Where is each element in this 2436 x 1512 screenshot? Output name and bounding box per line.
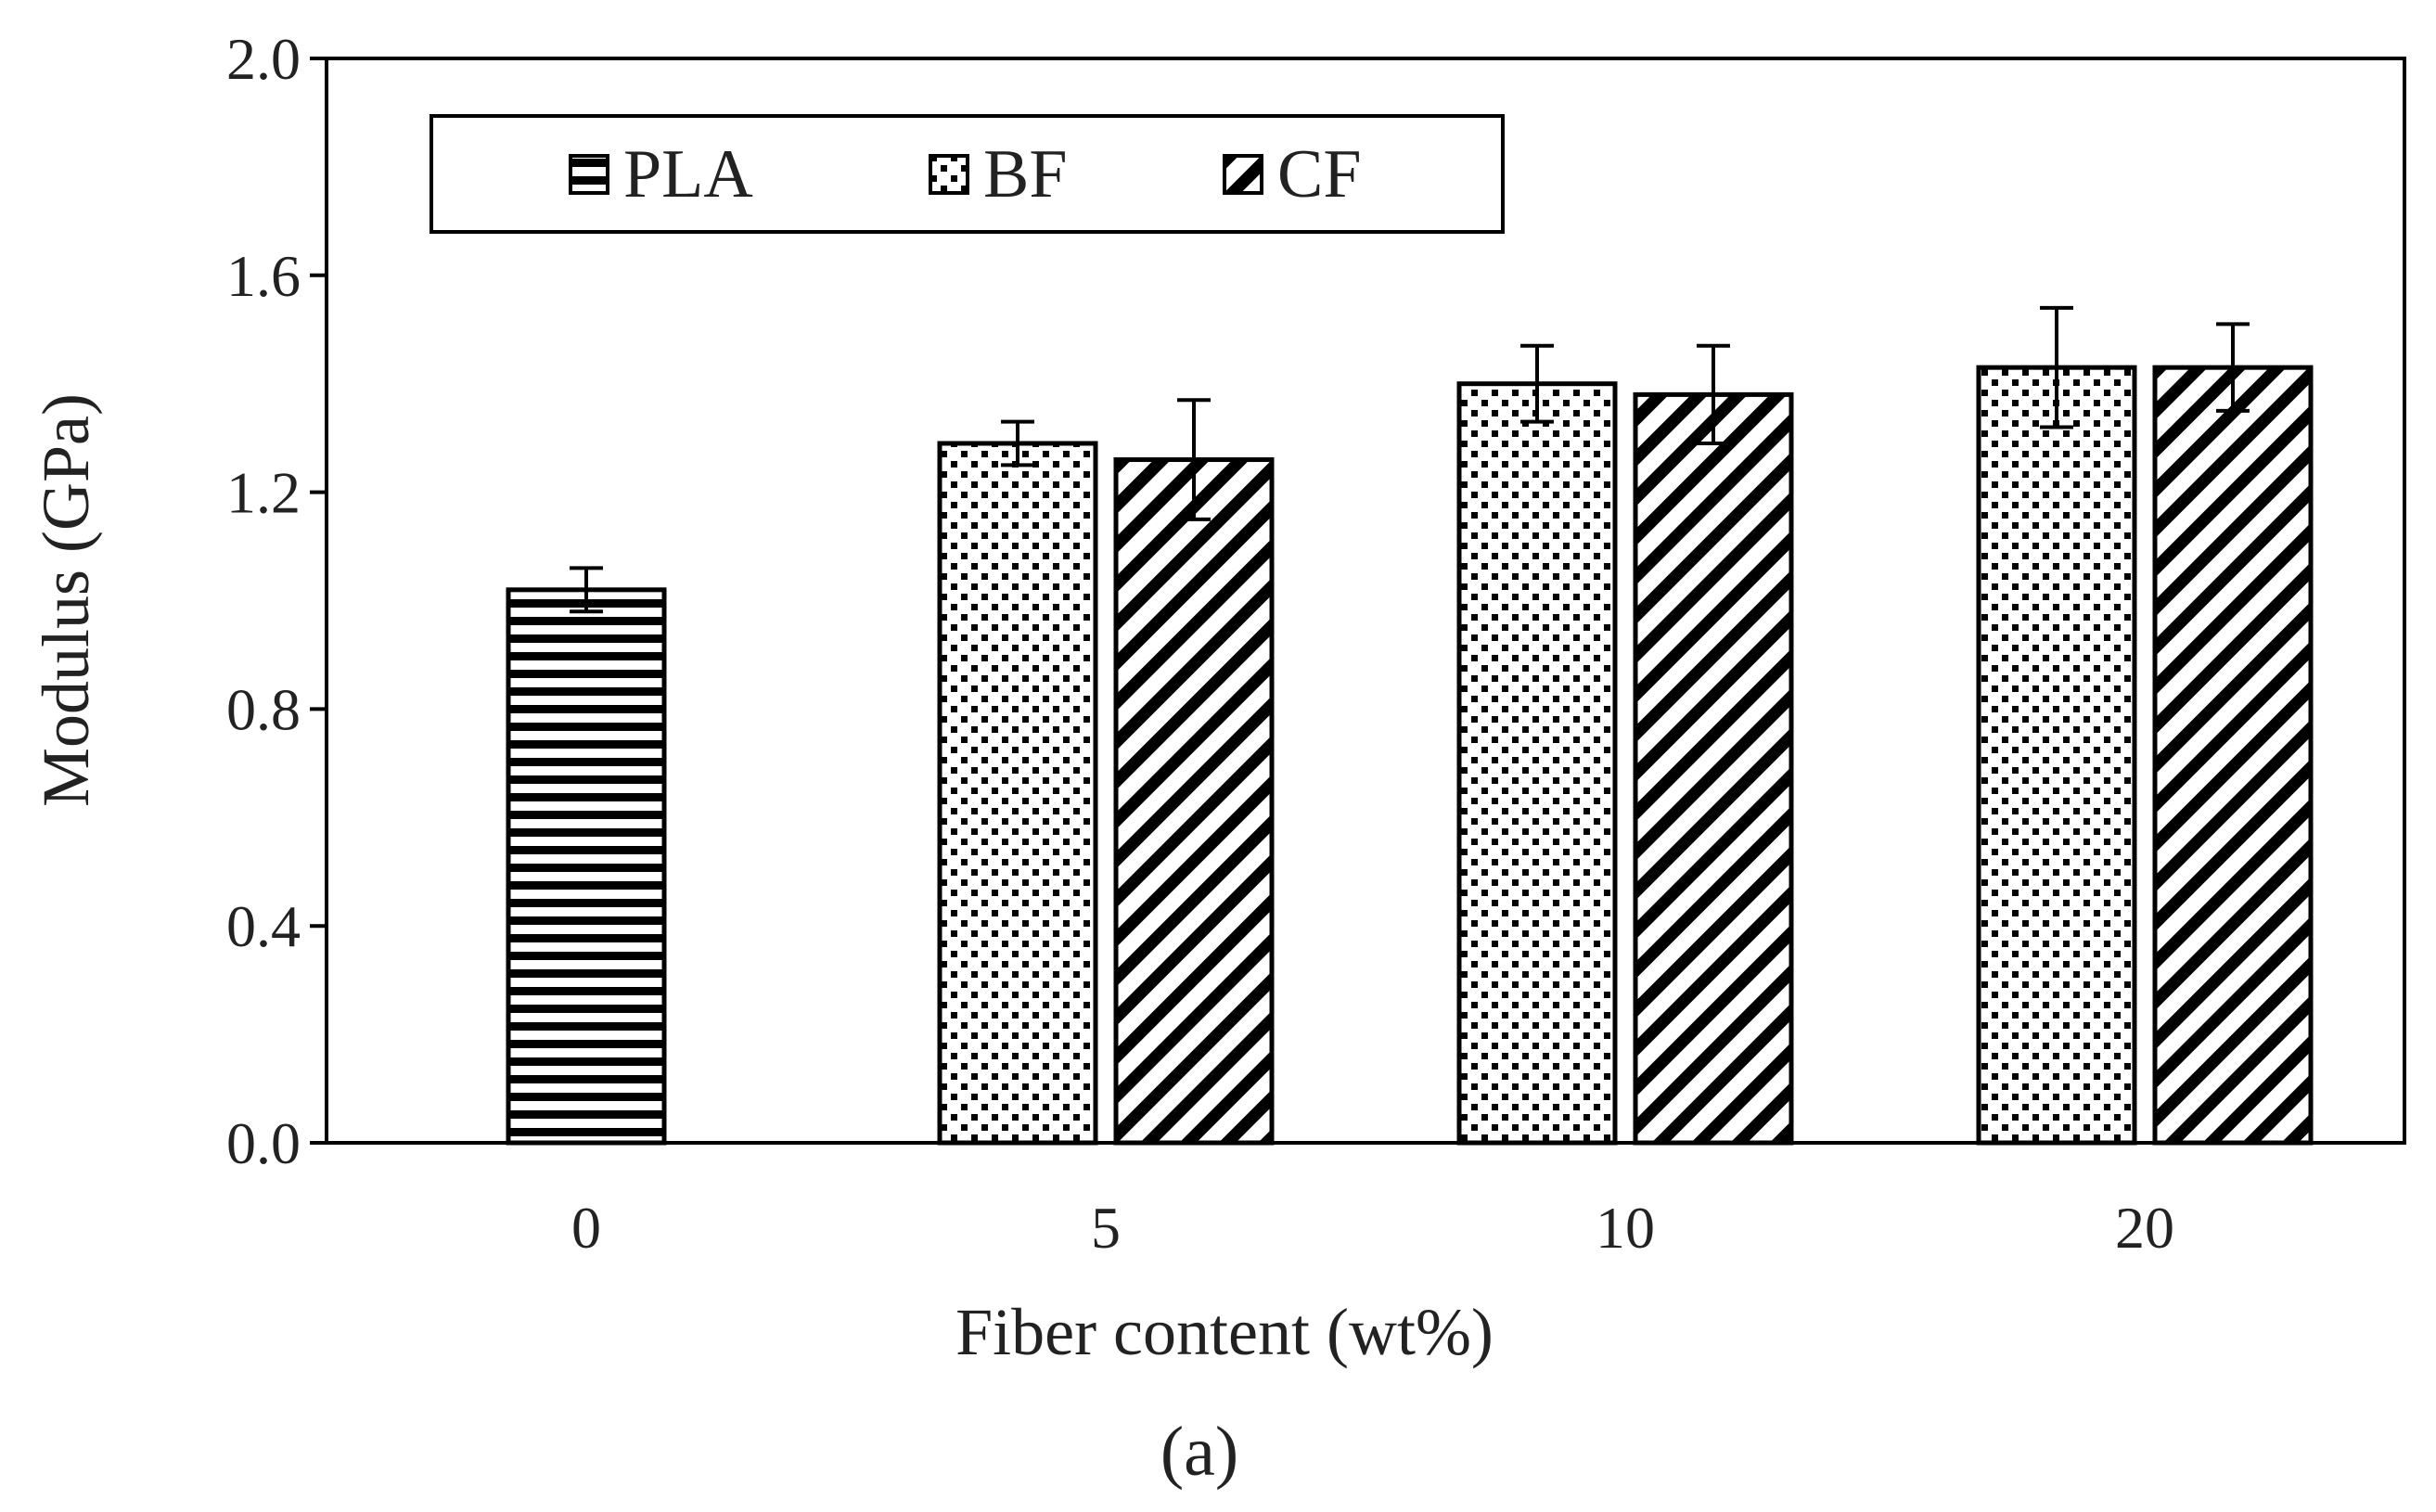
legend-swatch-cf: [1223, 154, 1263, 195]
bar-pla-0: [506, 587, 667, 1146]
y-axis-title: Modulus (GPa): [29, 393, 103, 807]
bar-cf-20: [2152, 365, 2314, 1146]
y-tick-label: 0.8: [226, 676, 301, 742]
x-axis-title: Fiber content (wt%): [955, 1295, 1494, 1369]
legend-label-cf: CF: [1277, 136, 1362, 212]
panel-label: (a): [1160, 1413, 1238, 1491]
bar-bf-20: [1976, 365, 2137, 1146]
x-tick-label: 5: [1091, 1195, 1121, 1261]
y-tick-label: 1.6: [226, 243, 301, 309]
y-tick-label: 0.4: [226, 893, 301, 959]
x-tick-label: 0: [571, 1195, 601, 1261]
y-tick-label: 1.2: [226, 460, 301, 526]
x-tick-label: 10: [1596, 1195, 1655, 1261]
bar-bf-10: [1456, 381, 1618, 1146]
legend: PLA BF CF: [430, 114, 1505, 234]
bar-cf-5: [1113, 457, 1275, 1146]
y-axis-ticks: 0.0 0.4 0.8 1.2 1.6 2.0: [226, 26, 327, 1176]
error-bars: [570, 305, 2250, 614]
bar-bf-5: [937, 441, 1098, 1146]
x-axis-ticks: 0 5 10 20: [571, 1195, 2174, 1261]
legend-label-pla: PLA: [623, 136, 753, 212]
y-tick-label: 0.0: [226, 1110, 301, 1176]
legend-label-bf: BF: [983, 136, 1068, 212]
x-tick-label: 20: [2115, 1195, 2174, 1261]
bar-cf-10: [1633, 391, 1794, 1146]
legend-swatch-pla: [569, 154, 609, 195]
legend-swatch-bf: [929, 154, 969, 195]
y-tick-label: 2.0: [226, 26, 301, 92]
